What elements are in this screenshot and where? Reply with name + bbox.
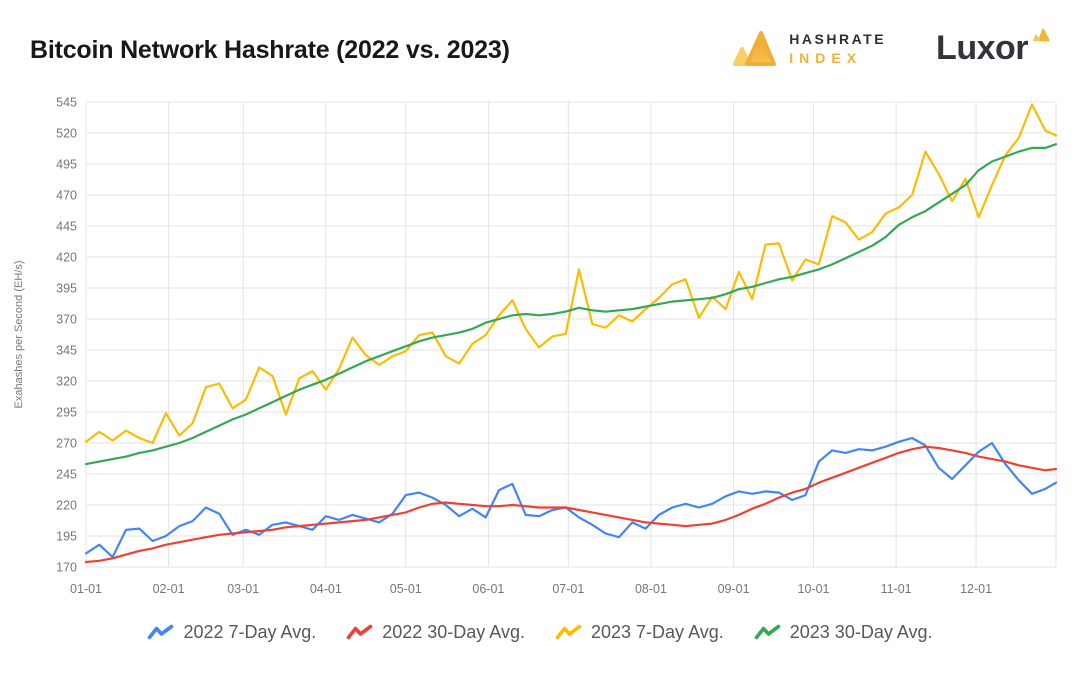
hashrate-index-logo: HASHRATE INDEX bbox=[733, 28, 886, 68]
x-tick-label: 12-01 bbox=[960, 582, 992, 596]
series-line-2022-7-day-avg bbox=[84, 436, 1058, 559]
series-line-2023-7-day-avg bbox=[84, 103, 1058, 445]
y-tick-label: 245 bbox=[56, 468, 77, 482]
hashrate-index-mountain-icon bbox=[733, 31, 777, 66]
line-swatch-icon bbox=[346, 624, 373, 640]
hashrate-index-wordmark: HASHRATE INDEX bbox=[789, 31, 886, 66]
line-swatch-icon bbox=[555, 624, 582, 640]
y-tick-label: 320 bbox=[56, 375, 77, 389]
y-tick-label: 445 bbox=[56, 220, 77, 234]
brandbar: HASHRATE INDEX Luxor bbox=[733, 28, 1050, 68]
legend-item-2022-30day: 2022 30-Day Avg. bbox=[346, 622, 525, 643]
legend-item-2023-30day: 2023 30-Day Avg. bbox=[754, 622, 933, 643]
y-axis-title: Exahashes per Second (EH/s) bbox=[13, 261, 25, 409]
x-tick-label: 09-01 bbox=[718, 582, 750, 596]
chart-legend: 2022 7-Day Avg. 2022 30-Day Avg. 2023 7-… bbox=[0, 622, 1080, 643]
y-tick-label: 220 bbox=[56, 499, 77, 513]
y-tick-label: 270 bbox=[56, 437, 77, 451]
line-swatch-icon bbox=[754, 624, 781, 640]
x-tick-label: 10-01 bbox=[798, 582, 830, 596]
x-tick-label: 06-01 bbox=[472, 582, 504, 596]
luxor-logo: Luxor bbox=[936, 28, 1050, 67]
series-line-2023-30-day-avg bbox=[84, 143, 1058, 466]
y-tick-label: 345 bbox=[56, 344, 77, 358]
luxor-triangle-icon bbox=[1032, 28, 1050, 42]
x-tick-label: 07-01 bbox=[552, 582, 584, 596]
legend-label: 2023 7-Day Avg. bbox=[591, 622, 724, 642]
legend-label: 2023 30-Day Avg. bbox=[789, 622, 933, 642]
x-tick-label: 01-01 bbox=[70, 582, 102, 596]
index-text: INDEX bbox=[789, 49, 863, 66]
y-tick-label: 370 bbox=[56, 313, 77, 327]
y-tick-label: 495 bbox=[56, 158, 77, 172]
series-line-2022-30-day-avg bbox=[84, 445, 1058, 564]
y-tick-label: 545 bbox=[56, 96, 77, 110]
page-title: Bitcoin Network Hashrate (2022 vs. 2023) bbox=[30, 36, 510, 64]
line-swatch-icon bbox=[148, 624, 174, 640]
legend-label: 2022 30-Day Avg. bbox=[382, 622, 525, 642]
legend-label: 2022 7-Day Avg. bbox=[183, 622, 317, 642]
y-tick-label: 170 bbox=[56, 561, 77, 575]
y-tick-label: 295 bbox=[56, 406, 77, 420]
hashrate-text: HASHRATE bbox=[789, 30, 887, 47]
luxor-wordmark: Luxor bbox=[936, 29, 1028, 67]
y-tick-label: 470 bbox=[56, 189, 77, 203]
y-tick-label: 195 bbox=[56, 530, 77, 544]
y-tick-label: 420 bbox=[56, 251, 77, 265]
y-tick-label: 520 bbox=[56, 127, 77, 141]
x-tick-label: 11-01 bbox=[881, 582, 912, 596]
legend-item-2023-7day: 2023 7-Day Avg. bbox=[555, 622, 724, 643]
x-tick-label: 02-01 bbox=[153, 582, 185, 596]
x-tick-label: 04-01 bbox=[310, 582, 342, 596]
y-tick-label: 395 bbox=[56, 282, 77, 296]
x-tick-label: 03-01 bbox=[227, 582, 259, 596]
x-tick-label: 08-01 bbox=[635, 582, 667, 596]
legend-item-2022-7day: 2022 7-Day Avg. bbox=[147, 622, 316, 643]
x-tick-label: 05-01 bbox=[390, 582, 422, 596]
hashrate-chart-plot: 170 195 220 245 270 295 320 345 370 395 420 445 470 4… bbox=[13, 96, 1058, 596]
